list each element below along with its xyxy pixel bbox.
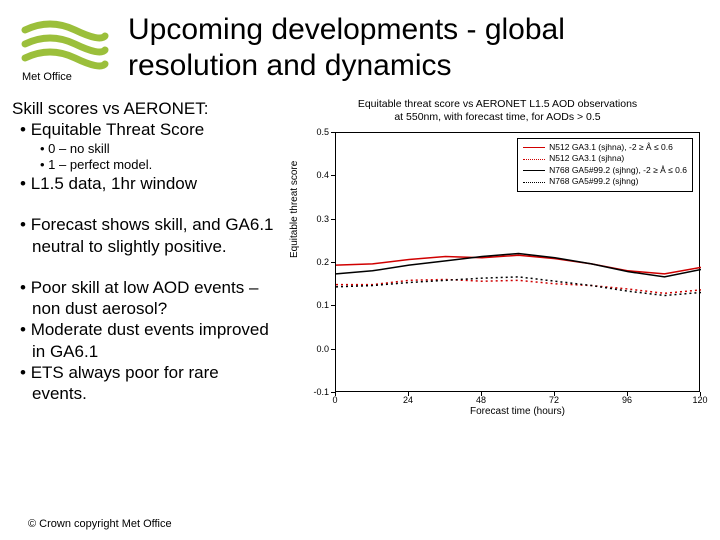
ets-chart: Equitable threat score vs AERONET L1.5 A… — [283, 98, 712, 428]
plot-lines — [336, 133, 701, 393]
y-tick-label: -0.1 — [301, 387, 329, 397]
lead-line: Skill scores vs AERONET: — [12, 98, 277, 119]
bullet-poor: Poor skill at low AOD events – non dust … — [20, 277, 277, 320]
bullet-ets: Equitable Threat Score — [20, 119, 277, 140]
copyright: © Crown copyright Met Office — [28, 518, 172, 530]
y-tick-label: 0.3 — [301, 214, 329, 224]
sub-noskill: 0 – no skill — [48, 141, 109, 156]
bullet-rare: ETS always poor for rare events. — [20, 362, 277, 405]
sub-perfect: 1 – perfect model. — [48, 157, 152, 172]
header: Met Office Upcoming developments - globa… — [0, 0, 720, 92]
x-tick-label: 0 — [332, 395, 337, 405]
y-tick-label: 0.2 — [301, 257, 329, 267]
y-tick-label: 0.0 — [301, 344, 329, 354]
x-tick-label: 48 — [476, 395, 486, 405]
text-column: Skill scores vs AERONET: Equitable Threa… — [12, 98, 277, 424]
logo-label: Met Office — [22, 71, 72, 83]
x-tick-label: 96 — [622, 395, 632, 405]
chart-title: Equitable threat score vs AERONET L1.5 A… — [283, 98, 712, 123]
bullet-l15: L1.5 data, 1hr window — [20, 173, 277, 194]
met-office-logo: Met Office — [20, 16, 110, 81]
y-tick-label: 0.1 — [301, 300, 329, 310]
bullet-moderate: Moderate dust events improved in GA6.1 — [20, 319, 277, 362]
x-tick-label: 24 — [403, 395, 413, 405]
content: Skill scores vs AERONET: Equitable Threa… — [0, 92, 720, 428]
y-axis-label: Equitable threat score — [289, 161, 300, 258]
page-title: Upcoming developments - global resolutio… — [128, 12, 700, 84]
plot-area: N512 GA3.1 (sjhna), -2 ≥ Å ≤ 0.6N512 GA3… — [335, 132, 700, 392]
bullet-forecast: Forecast shows skill, and GA6.1 neutral … — [20, 214, 277, 257]
x-tick-label: 72 — [549, 395, 559, 405]
x-tick-label: 120 — [692, 395, 707, 405]
y-tick-label: 0.5 — [301, 127, 329, 137]
x-axis-label: Forecast time (hours) — [335, 406, 700, 417]
y-tick-label: 0.4 — [301, 170, 329, 180]
